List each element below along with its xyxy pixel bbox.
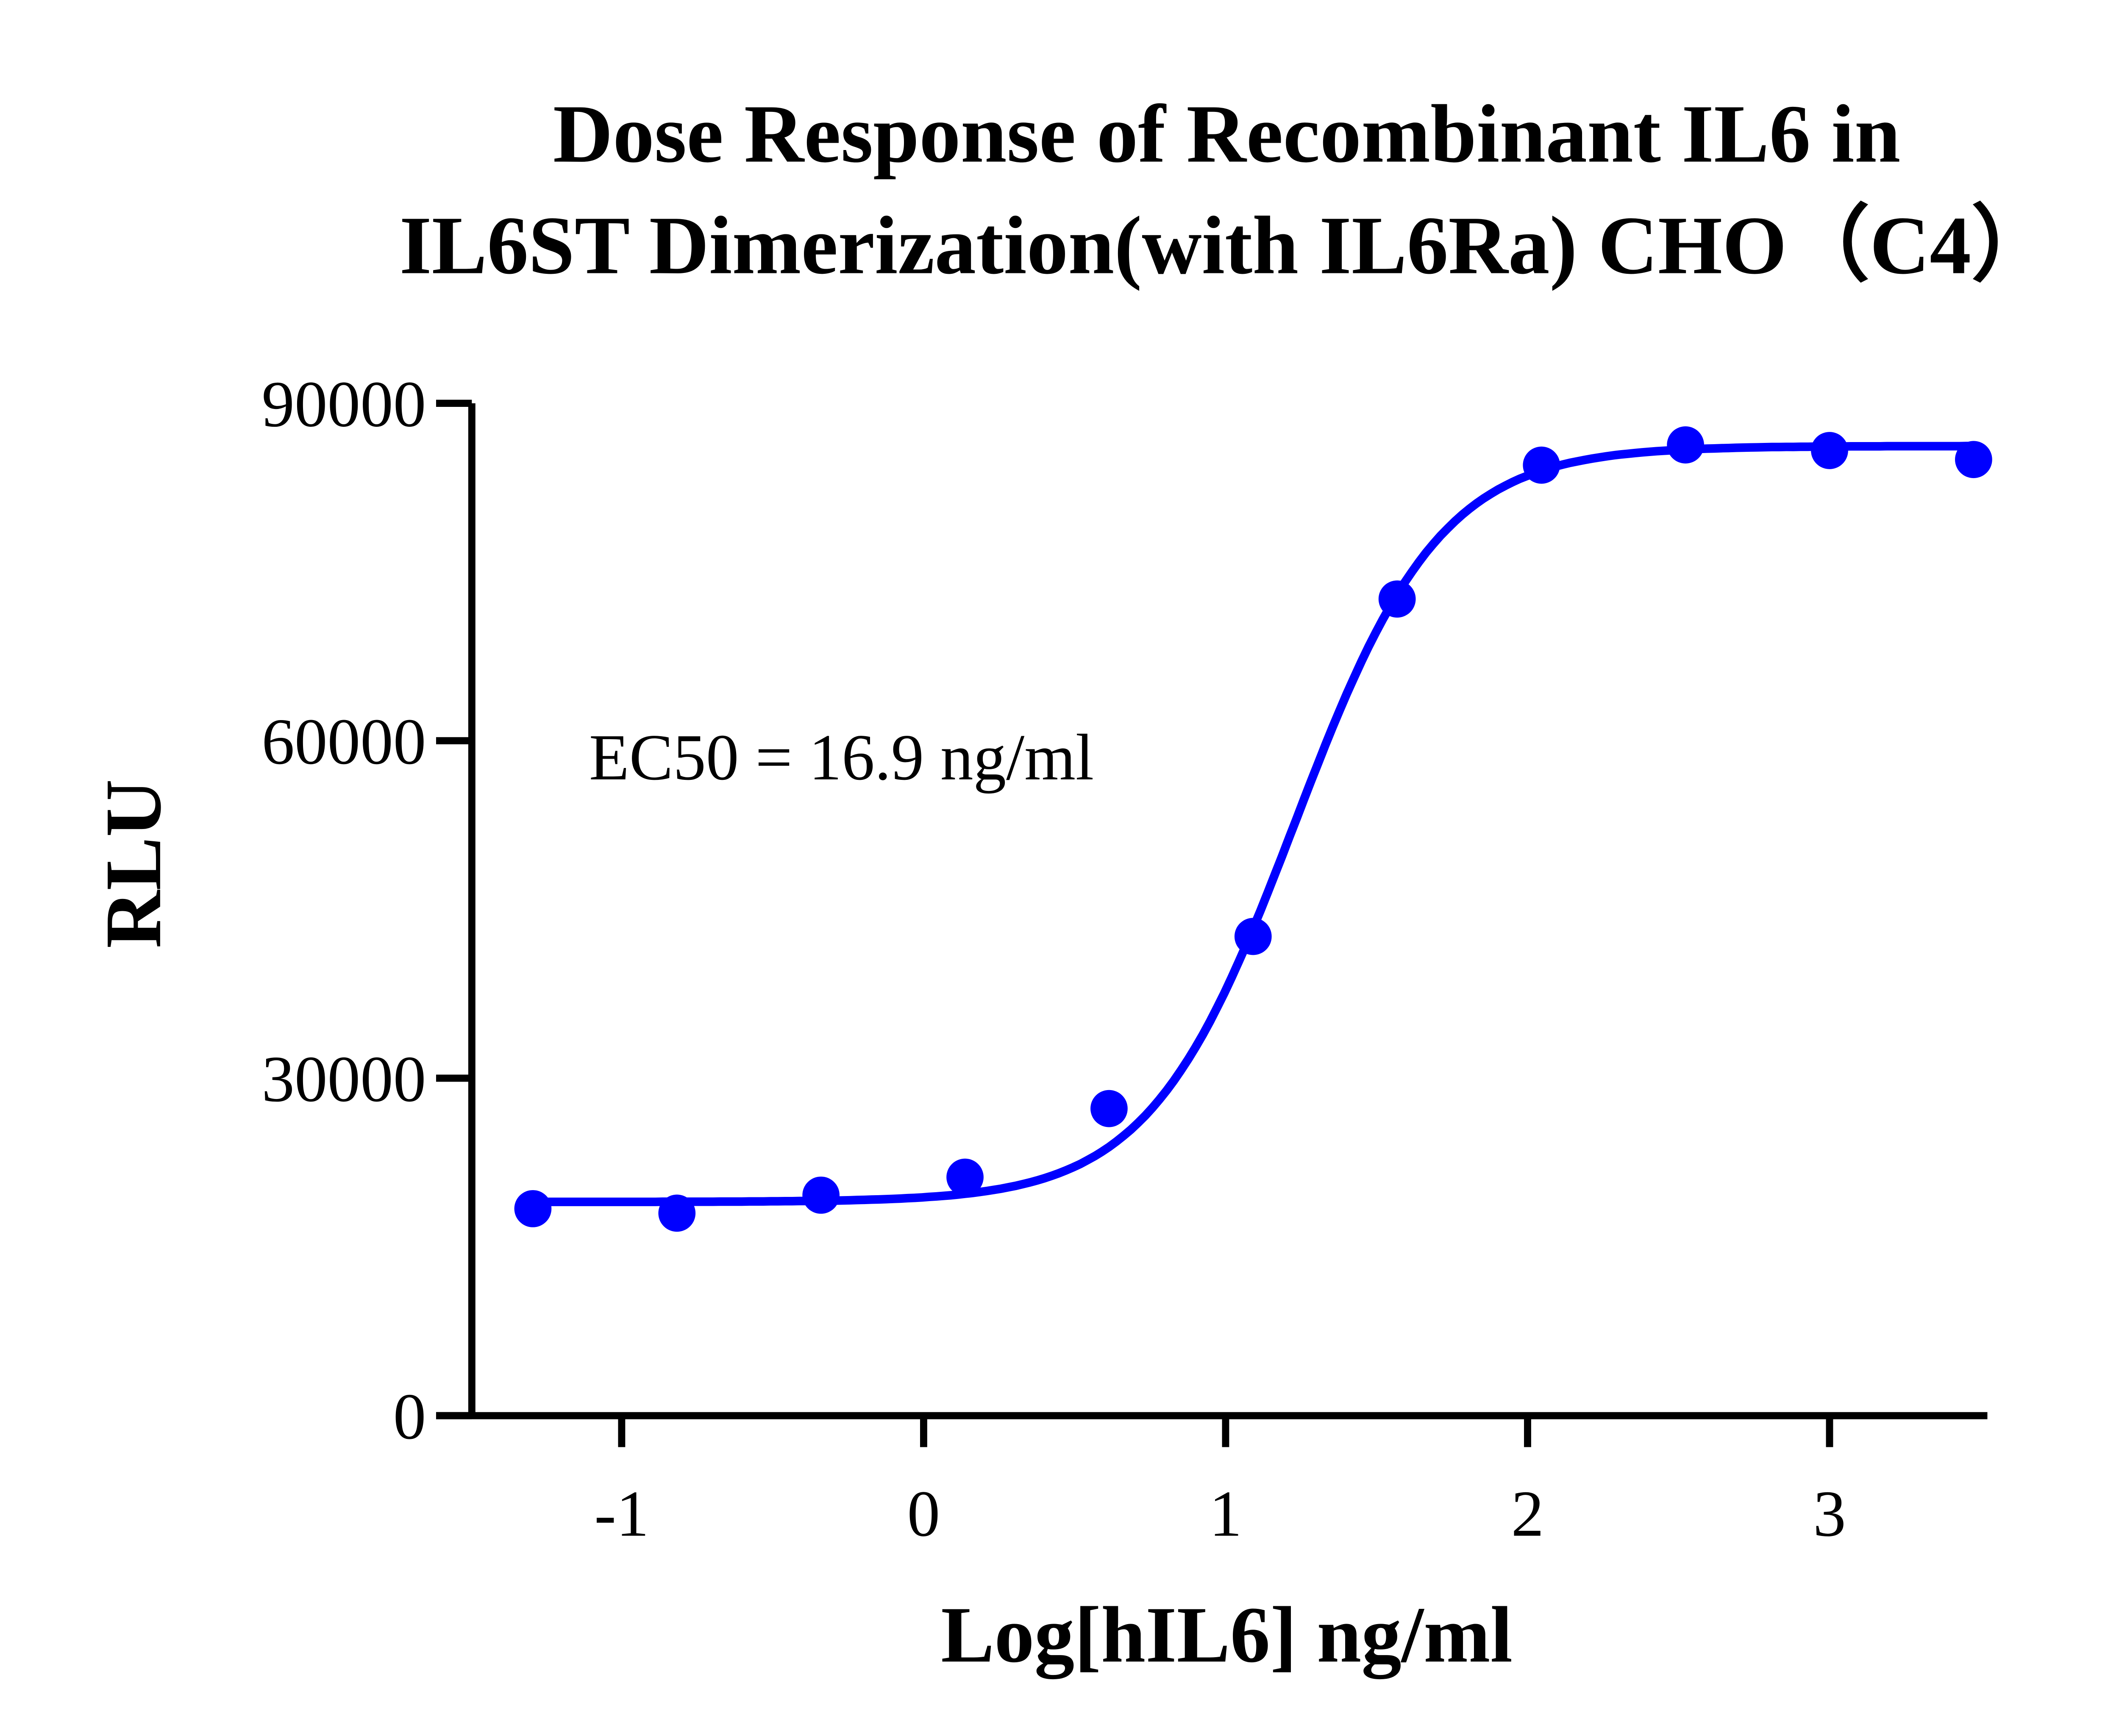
y-tick-label: 0 bbox=[393, 1380, 426, 1453]
data-point bbox=[658, 1194, 696, 1232]
data-point bbox=[1955, 441, 1992, 479]
x-tick-label: 2 bbox=[1511, 1477, 1544, 1550]
x-tick-label: 1 bbox=[1209, 1477, 1242, 1550]
data-point bbox=[1667, 426, 1704, 464]
data-point bbox=[1234, 918, 1272, 955]
y-tick-label: 60000 bbox=[261, 705, 426, 778]
chart-title-line-1: Dose Response of Recombinant IL6 in bbox=[553, 88, 1901, 180]
data-point bbox=[514, 1190, 552, 1227]
data-point bbox=[1378, 580, 1416, 618]
fit-curve-group bbox=[533, 442, 1974, 1206]
fit-curve bbox=[533, 442, 1974, 1206]
data-points bbox=[514, 426, 1992, 1232]
axes: 0 30000 60000 90000 -1 0 1 2 3 bbox=[261, 368, 1988, 1550]
data-point bbox=[1523, 446, 1560, 484]
x-tick-label: 0 bbox=[907, 1477, 940, 1550]
data-point bbox=[802, 1177, 840, 1214]
y-tick-label: 90000 bbox=[261, 368, 426, 441]
data-point bbox=[946, 1158, 984, 1196]
chart-title-line-2: IL6ST Dimerization(with IL6Ra) CHO（C4） bbox=[400, 200, 2054, 292]
y-tick-label: 30000 bbox=[261, 1043, 426, 1116]
ec50-annotation: EC50 = 16.9 ng/ml bbox=[589, 721, 1094, 794]
x-tick-label: 3 bbox=[1813, 1477, 1846, 1550]
data-point bbox=[1090, 1090, 1128, 1127]
x-axis-label: Log[hIL6] ng/ml bbox=[941, 1590, 1513, 1679]
data-point bbox=[1811, 432, 1848, 469]
y-axis-label: RLU bbox=[89, 779, 178, 948]
x-tick-label: -1 bbox=[594, 1477, 649, 1550]
